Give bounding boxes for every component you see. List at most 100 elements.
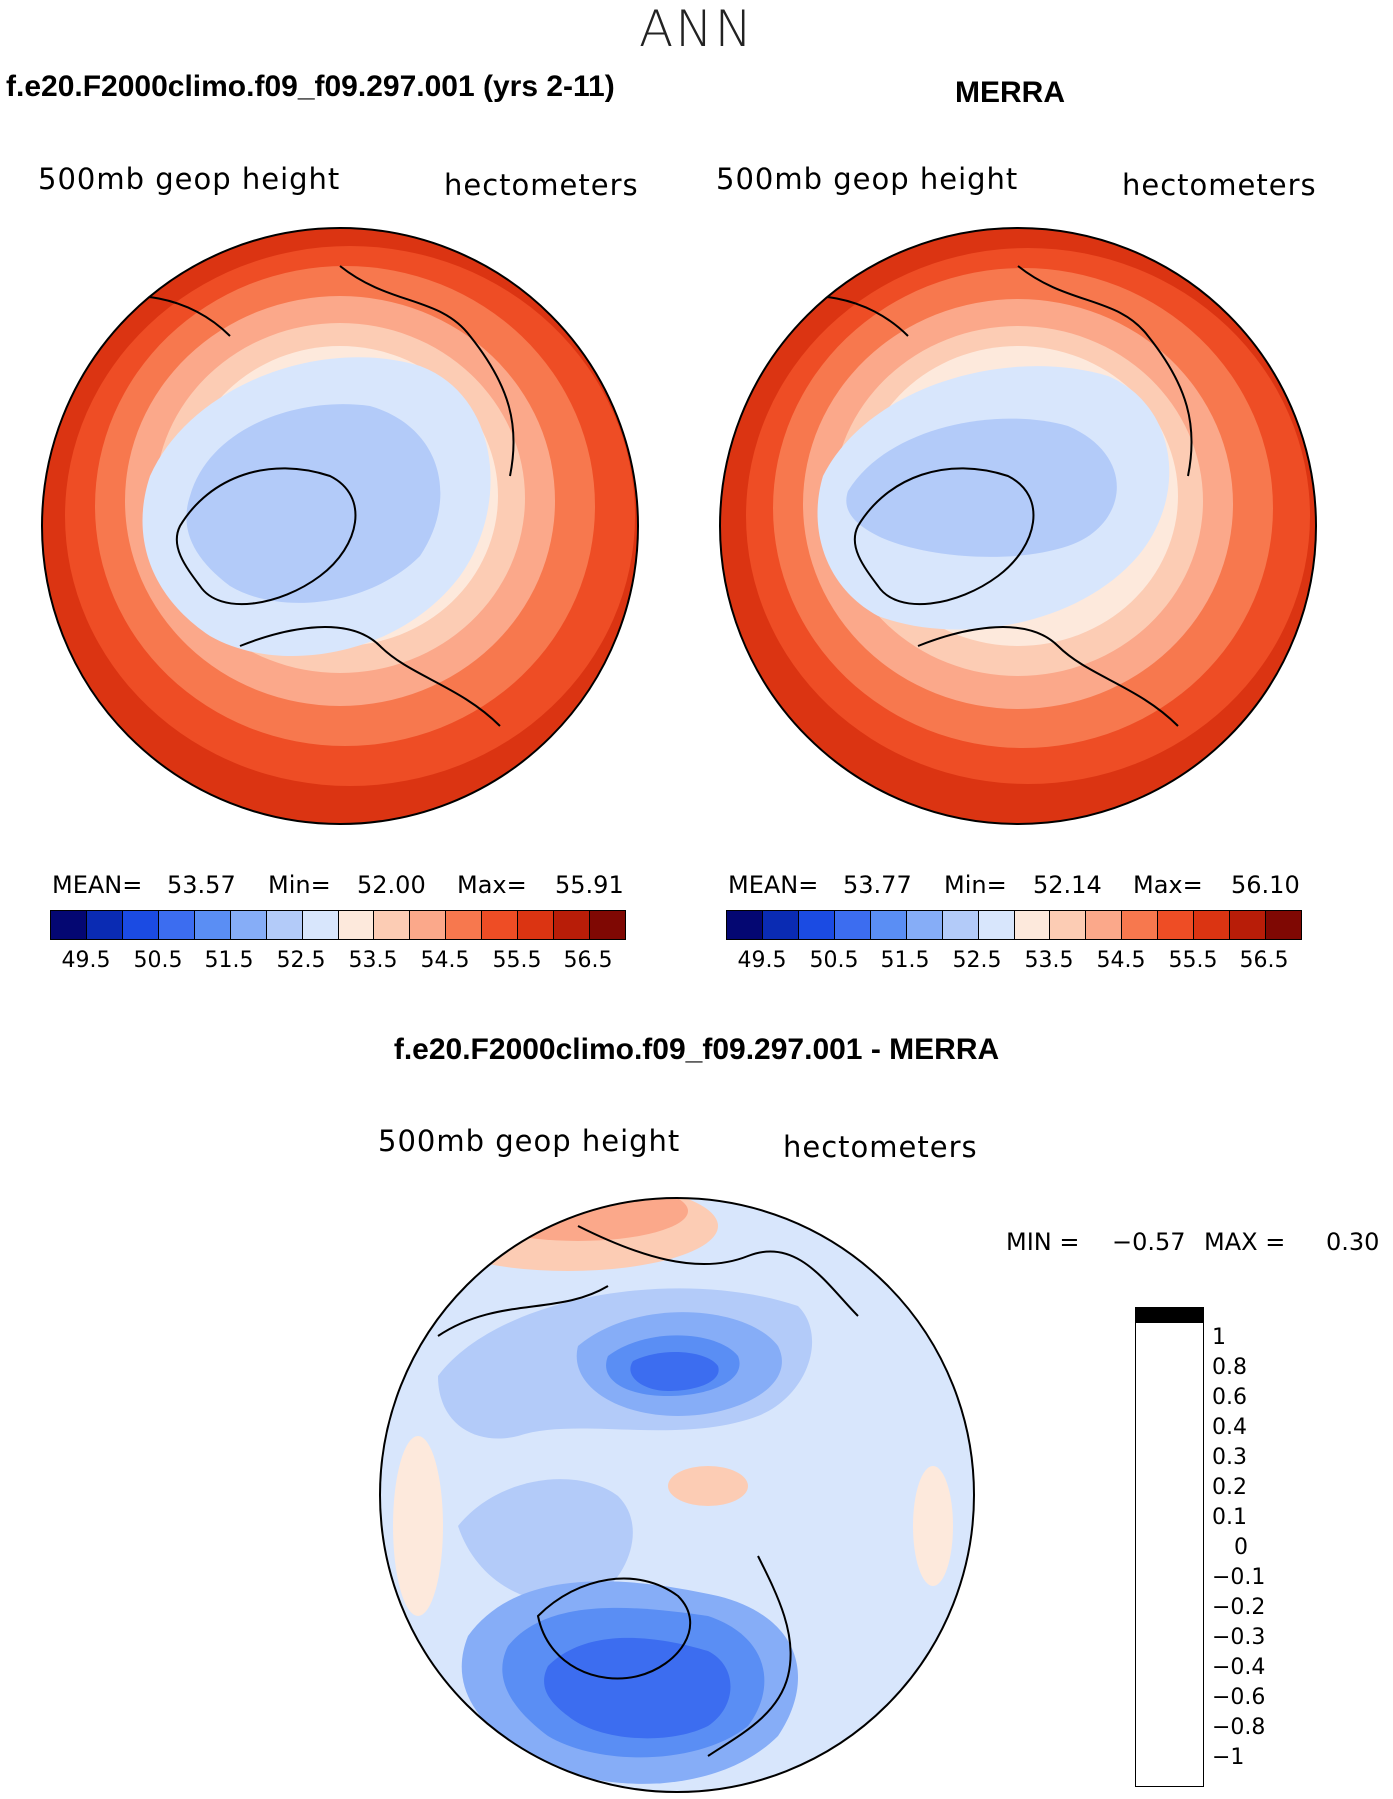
panel1-mean-value: 53.57: [167, 871, 236, 899]
panel1-variable: 500mb geop height: [38, 162, 341, 196]
diff-colorbar-label: −0.1: [1212, 1565, 1266, 1590]
colorbar-swatch: [1136, 1312, 1203, 1313]
panel2-map: [719, 227, 1317, 825]
panel2-min-label: Min=: [944, 871, 1007, 899]
panel2-variable: 500mb geop height: [716, 162, 1019, 196]
panel1-units: hectometers: [444, 168, 639, 202]
diff-colorbar-label: −1: [1212, 1745, 1245, 1770]
panel2-max-value: 56.10: [1231, 871, 1300, 899]
colorbar-swatch: [906, 911, 943, 939]
colorbar-tick: 49.5: [737, 948, 787, 973]
colorbar-swatch: [870, 911, 907, 939]
colorbar-tick: 56.5: [1239, 948, 1289, 973]
contour-band: [668, 1466, 748, 1506]
colorbar-swatch: [798, 911, 835, 939]
colorbar-swatch: [302, 911, 339, 939]
panel1-mean-label: MEAN=: [52, 871, 143, 899]
diff-colorbar-label: 0.6: [1212, 1385, 1247, 1410]
colorbar-tick: 50.5: [133, 948, 183, 973]
colorbar-swatch: [1136, 1308, 1203, 1309]
colorbar-swatch: [1136, 1322, 1203, 1323]
panel1-map: [41, 227, 639, 825]
diff-colorbar: [1135, 1307, 1204, 1787]
contour-band: [913, 1466, 953, 1586]
panel1-colorbar-ticks: 49.5 50.5 51.5 52.5 53.5 54.5 55.5 56.5: [50, 948, 624, 978]
colorbar-tick: 54.5: [1096, 948, 1146, 973]
colorbar-swatch: [122, 911, 159, 939]
colorbar-swatch: [1136, 1320, 1203, 1321]
colorbar-tick: 50.5: [809, 948, 859, 973]
colorbar-tick: 51.5: [880, 948, 930, 973]
panel2-max-label: Max=: [1133, 871, 1203, 899]
colorbar-swatch: [1122, 911, 1159, 939]
colorbar-swatch: [1266, 911, 1301, 939]
contour-band: [544, 1637, 731, 1739]
diff-colorbar-label: −0.6: [1212, 1685, 1266, 1710]
colorbar-swatch: [1136, 1311, 1203, 1312]
panel2-mean-label: MEAN=: [728, 871, 819, 899]
contour-band: [393, 1436, 443, 1616]
diff-title: f.e20.F2000climo.f09_f09.297.001 - MERRA: [393, 1033, 1000, 1066]
panel2-colorbar-ticks: 49.5 50.5 51.5 52.5 53.5 54.5 55.5 56.5: [726, 948, 1300, 978]
colorbar-swatch: [1136, 1314, 1203, 1315]
colorbar-tick: 49.5: [61, 948, 111, 973]
diff-units: hectometers: [783, 1130, 978, 1164]
colorbar-swatch: [942, 911, 979, 939]
panel2-colorbar: [726, 910, 1302, 940]
colorbar-tick: 54.5: [420, 948, 470, 973]
colorbar-swatch: [1136, 1309, 1203, 1310]
diff-colorbar-label: 0.8: [1212, 1355, 1247, 1380]
colorbar-tick: 51.5: [204, 948, 254, 973]
colorbar-swatch: [554, 911, 591, 939]
diff-map: [379, 1197, 975, 1793]
diff-colorbar-label: 0.4: [1212, 1415, 1247, 1440]
colorbar-swatch: [158, 911, 195, 939]
colorbar-swatch: [230, 911, 267, 939]
panel2-title: MERRA: [955, 76, 1065, 109]
coastline: [437, 1225, 859, 1337]
diff-colorbar-label: −0.4: [1212, 1655, 1266, 1680]
diff-colorbar-label: 0.3: [1212, 1445, 1247, 1470]
coastline: [536, 1577, 692, 1680]
colorbar-tick: 55.5: [492, 948, 542, 973]
colorbar-tick: 53.5: [1024, 948, 1074, 973]
panel1-min-value: 52.00: [357, 871, 426, 899]
diff-max-label: MAX =: [1204, 1228, 1286, 1256]
diff-min-label: MIN =: [1006, 1228, 1080, 1256]
diff-colorbar-label: −0.3: [1212, 1625, 1266, 1650]
colorbar-swatch: [1136, 1310, 1203, 1311]
colorbar-swatch: [1136, 1318, 1203, 1319]
diff-variable: 500mb geop height: [378, 1124, 681, 1158]
contour-band: [458, 1479, 633, 1603]
colorbar-swatch: [590, 911, 625, 939]
diff-colorbar-label: 0.1: [1212, 1505, 1247, 1530]
colorbar-swatch: [834, 911, 871, 939]
colorbar-swatch: [1136, 1313, 1203, 1314]
panel1-max-label: Max=: [457, 871, 527, 899]
contour-band: [630, 1351, 719, 1391]
panel1-colorbar: [50, 910, 626, 940]
diff-colorbar-label: −0.8: [1212, 1715, 1266, 1740]
diff-colorbar-label: −0.2: [1212, 1595, 1266, 1620]
colorbar-swatch: [1136, 1315, 1203, 1316]
colorbar-swatch: [266, 911, 303, 939]
panel1-max-value: 55.91: [555, 871, 624, 899]
colorbar-tick: 53.5: [348, 948, 398, 973]
colorbar-swatch: [1230, 911, 1267, 939]
panel1-title: f.e20.F2000climo.f09_f09.297.001 (yrs 2-…: [6, 70, 615, 103]
colorbar-swatch: [1136, 1321, 1203, 1322]
colorbar-tick: 52.5: [276, 948, 326, 973]
colorbar-swatch: [518, 911, 555, 939]
colorbar-tick: 52.5: [952, 948, 1002, 973]
colorbar-swatch: [374, 911, 411, 939]
colorbar-swatch: [1014, 911, 1051, 939]
colorbar-swatch: [762, 911, 799, 939]
colorbar-swatch: [338, 911, 375, 939]
diff-colorbar-label: 0.2: [1212, 1475, 1247, 1500]
colorbar-swatch: [51, 911, 87, 939]
diff-colorbar-label: 1: [1212, 1325, 1226, 1350]
colorbar-swatch: [1136, 1319, 1203, 1320]
panel2-units: hectometers: [1122, 168, 1317, 202]
colorbar-swatch: [1086, 911, 1123, 939]
contour-band: [846, 418, 1117, 557]
